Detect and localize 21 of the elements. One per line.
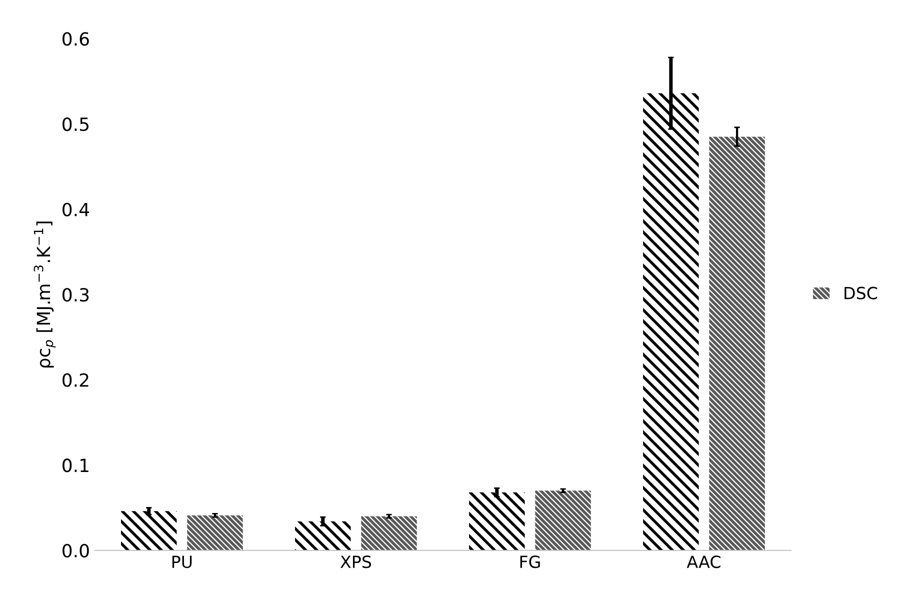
x-tick-label: FG <box>520 556 540 568</box>
x-tick-label: PU <box>172 556 192 568</box>
x-tick-label: XPS <box>340 556 372 568</box>
y-tick-label: 0.6 <box>62 32 89 46</box>
x-tick-label: AAC <box>686 556 720 568</box>
y-tick-label: 0.0 <box>62 544 89 558</box>
bar <box>121 511 177 550</box>
y-tick-label: 0.2 <box>62 373 88 387</box>
y-tick-label: 0.1 <box>62 458 88 472</box>
bar <box>709 136 765 550</box>
bar <box>535 490 591 550</box>
bar <box>469 492 525 550</box>
bar <box>295 521 351 550</box>
bar <box>643 93 699 550</box>
y-tick-label: 0.4 <box>62 202 90 216</box>
bar <box>187 515 243 550</box>
y-tick-label: 0.3 <box>62 288 89 302</box>
bar <box>361 516 417 550</box>
y-tick-label: 0.5 <box>62 117 88 132</box>
legend-label: DSC <box>844 286 878 300</box>
y-axis-title: ρc$_{p}$ [MJ.m$^{−3}$.K$^{−1}$] <box>34 222 56 368</box>
